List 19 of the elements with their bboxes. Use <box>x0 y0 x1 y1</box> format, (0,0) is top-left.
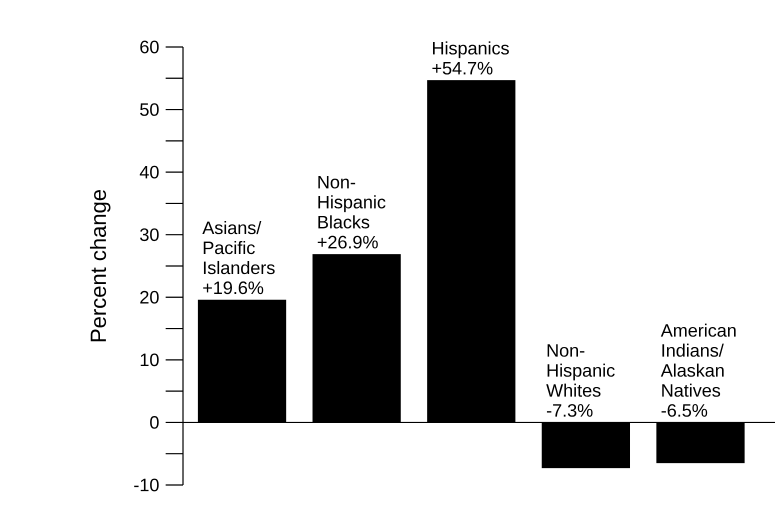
y-axis-title: Percent change <box>90 190 110 342</box>
x-tick-label: Asians/ Pacific Islanders <box>202 220 275 274</box>
data-label: +54.7% <box>432 62 492 75</box>
data-label: -6.5% <box>662 404 708 417</box>
data-label: +26.9% <box>318 236 378 248</box>
y-tick-label: -10 <box>134 478 159 492</box>
y-tick-label: 20 <box>140 290 159 304</box>
data-label: +19.6% <box>203 281 264 294</box>
data-label: -7.3% <box>546 404 593 417</box>
x-tick-label: Hispanics <box>433 41 509 58</box>
y-tick-label: 30 <box>140 228 159 242</box>
y-tick-label: 10 <box>140 353 159 366</box>
x-tick-label: American Indians/ Alaskan Natives <box>660 324 736 397</box>
y-tick-label: 40 <box>140 166 159 178</box>
x-tick-label: Non-Hispanic Blacks <box>318 176 386 228</box>
y-tick-label: 50 <box>140 103 159 116</box>
y-tick-label: 60 <box>140 40 159 54</box>
y-tick-label: 0 <box>150 416 159 429</box>
x-tick-label: Non-Hispanic Whites <box>546 344 615 397</box>
